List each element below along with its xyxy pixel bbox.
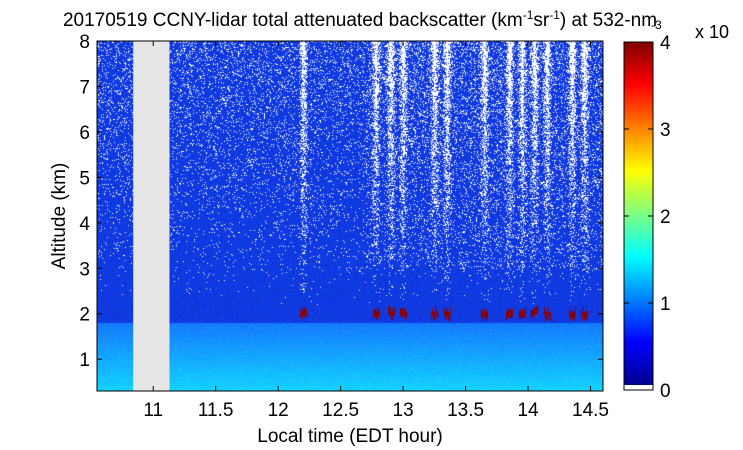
y-axis: 1 2 3 4 5 6 7 8 <box>79 32 603 371</box>
chart-title-exp2: -1 <box>549 8 560 22</box>
colorbar-multiplier-base: x 10 <box>695 22 729 42</box>
plot-area <box>96 40 604 392</box>
y-axis-label: Altitude (km) <box>49 163 70 270</box>
colorbar-tick-label: 3 <box>660 120 671 141</box>
x-tick-label: 14 <box>517 400 539 421</box>
chart-title-tail: ) at 532-nm <box>560 10 657 31</box>
colorbar-tick-label: 0 <box>660 381 671 402</box>
colorbar-zero-band <box>624 385 653 390</box>
y-tick-label: 6 <box>79 123 90 144</box>
x-tick-label: 12 <box>268 400 289 421</box>
x-tick-label: 13.5 <box>447 400 484 421</box>
y-tick-label: 4 <box>79 214 90 235</box>
y-tick-label: 7 <box>79 77 90 98</box>
colorbar-multiplier-exp: -3 <box>651 18 662 32</box>
colorbar-tick-label: 4 <box>660 33 671 54</box>
y-tick-label: 1 <box>79 350 90 371</box>
y-tick-label: 8 <box>79 32 90 53</box>
chart-title-mid: sr <box>533 10 550 31</box>
x-axis-label: Local time (EDT hour) <box>257 426 443 447</box>
x-tick-label: 14.5 <box>572 400 609 421</box>
plot-frame <box>96 40 604 392</box>
y-tick-label: 5 <box>79 168 90 189</box>
colorbar-tick-label: 2 <box>660 207 671 228</box>
backscatter-heatmap <box>97 41 603 391</box>
colorbar: 0 1 2 3 4 x 10 -3 <box>623 18 729 402</box>
chart-title-exp1: -1 <box>523 8 534 22</box>
data-gap <box>133 41 170 391</box>
chart-title-main: 20170519 CCNY-lidar total attenuated bac… <box>63 10 523 31</box>
x-axis: 11 11.5 12 12.5 13 13.5 14 14.5 <box>143 41 609 421</box>
x-tick-label: 11.5 <box>198 400 234 421</box>
x-tick-label: 13 <box>393 400 414 421</box>
y-tick-label: 2 <box>79 305 90 326</box>
colorbar-tick-label: 1 <box>660 294 671 315</box>
x-tick-label: 12.5 <box>322 400 359 421</box>
chart-title: 20170519 CCNY-lidar total attenuated bac… <box>63 8 657 31</box>
colorbar-multiplier: x 10 -3 <box>651 18 729 42</box>
x-tick-label: 11 <box>143 400 163 421</box>
colorbar-gradient <box>624 42 653 385</box>
y-tick-label: 3 <box>79 259 90 280</box>
